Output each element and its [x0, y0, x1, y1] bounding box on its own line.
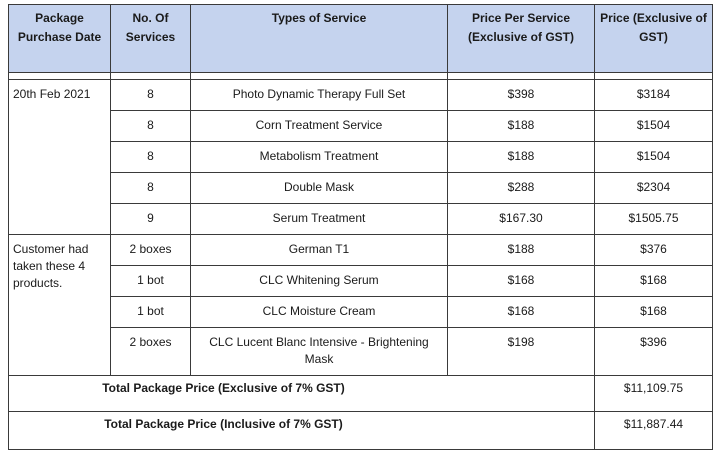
purchase-date-cell: 20th Feb 2021: [8, 79, 111, 235]
unit-price-cell: $167.30: [447, 203, 595, 235]
service-count-cell: 8: [110, 172, 191, 204]
table-row: 2 boxes CLC Lucent Blanc Intensive - Bri…: [9, 327, 713, 376]
price-cell: $3184: [594, 79, 713, 111]
service-name-cell: CLC Moisture Cream: [190, 296, 448, 328]
table-row: Customer had taken these 4 products. 2 b…: [8, 234, 713, 376]
table-row: 1 bot CLC Whitening Serum $168 $168: [9, 265, 713, 297]
service-count-cell: 2 boxes: [110, 327, 191, 376]
service-name-cell: Serum Treatment: [190, 203, 448, 235]
table-row: 8 Corn Treatment Service $188 $1504: [9, 110, 713, 142]
price-cell: $168: [594, 296, 713, 328]
header-purchase-date: Package Purchase Date: [8, 4, 111, 73]
price-cell: $168: [594, 265, 713, 297]
service-name-cell: CLC Lucent Blanc Intensive - Brightening…: [190, 327, 448, 376]
table-row: 8 Double Mask $288 $2304: [9, 172, 713, 204]
service-count-cell: 8: [110, 110, 191, 142]
header-types-of-service: Types of Service: [190, 4, 448, 73]
service-count-cell: 2 boxes: [110, 234, 191, 266]
unit-price-cell: $188: [447, 110, 595, 142]
service-count-cell: 1 bot: [110, 265, 191, 297]
service-count-cell: 8: [110, 141, 191, 173]
unit-price-cell: $288: [447, 172, 595, 204]
spacer-row: [8, 72, 713, 80]
unit-price-cell: $188: [447, 141, 595, 173]
total-exclusive-row: Total Package Price (Exclusive of 7% GST…: [8, 375, 713, 412]
table-row: 20th Feb 2021 8 Photo Dynamic Therapy Fu…: [8, 79, 713, 235]
table-row: 1 bot CLC Moisture Cream $168 $168: [9, 296, 713, 328]
service-name-cell: Metabolism Treatment: [190, 141, 448, 173]
price-cell: $2304: [594, 172, 713, 204]
header-price-exclusive: Price (Exclusive of GST): [594, 4, 713, 73]
table-row: 9 Serum Treatment $167.30 $1505.75: [9, 203, 713, 235]
table-header-row: Package Purchase Date No. Of Services Ty…: [8, 4, 713, 73]
package-table-container: Package Purchase Date No. Of Services Ty…: [8, 4, 713, 450]
price-cell: $1504: [594, 141, 713, 173]
package-price-table: Package Purchase Date No. Of Services Ty…: [8, 4, 713, 450]
service-name-cell: Corn Treatment Service: [190, 110, 448, 142]
table-row: 8 Metabolism Treatment $188 $1504: [9, 141, 713, 173]
price-cell: $1504: [594, 110, 713, 142]
unit-price-cell: $198: [447, 327, 595, 376]
header-no-of-services: No. Of Services: [110, 4, 191, 73]
price-cell: $396: [594, 327, 713, 376]
unit-price-cell: $188: [447, 234, 595, 266]
header-price-per-service: Price Per Service (Exclusive of GST): [447, 4, 595, 73]
total-inclusive-row: Total Package Price (Inclusive of 7% GST…: [8, 411, 713, 450]
service-name-cell: CLC Whitening Serum: [190, 265, 448, 297]
price-cell: $1505.75: [594, 203, 713, 235]
total-exclusive-value: $11,109.75: [594, 375, 713, 412]
price-cell: $376: [594, 234, 713, 266]
products-note-cell: Customer had taken these 4 products.: [8, 234, 111, 376]
unit-price-cell: $398: [447, 79, 595, 111]
total-inclusive-value: $11,887.44: [594, 411, 713, 450]
total-inclusive-label: Total Package Price (Inclusive of 7% GST…: [8, 411, 595, 450]
service-count-cell: 9: [110, 203, 191, 235]
unit-price-cell: $168: [447, 296, 595, 328]
service-name-cell: German T1: [190, 234, 448, 266]
service-count-cell: 8: [110, 79, 191, 111]
total-exclusive-label: Total Package Price (Exclusive of 7% GST…: [8, 375, 595, 412]
service-name-cell: Photo Dynamic Therapy Full Set: [190, 79, 448, 111]
service-count-cell: 1 bot: [110, 296, 191, 328]
unit-price-cell: $168: [447, 265, 595, 297]
service-name-cell: Double Mask: [190, 172, 448, 204]
